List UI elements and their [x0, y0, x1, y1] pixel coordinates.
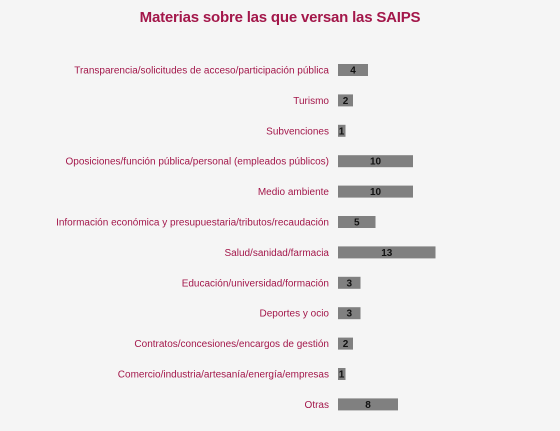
bar: [338, 124, 346, 137]
bar-value-label: 3: [346, 278, 352, 289]
category-label: Contratos/concesiones/encargos de gestió…: [134, 339, 329, 350]
category-label: Subvenciones: [266, 126, 329, 137]
bar-value-label: 3: [346, 309, 352, 320]
bar-value-label: 4: [350, 66, 356, 77]
bar: [338, 368, 346, 380]
bar-value-label: 2: [343, 339, 349, 350]
bar-value-label: 13: [381, 248, 393, 259]
category-label: Educación/universidad/formación: [182, 278, 329, 289]
category-label: Turismo: [293, 96, 329, 107]
bar: [338, 185, 413, 198]
category-label: Otras: [305, 400, 329, 411]
bar: [338, 64, 368, 76]
bar-value-label: 10: [370, 157, 382, 168]
bar: [338, 337, 353, 350]
bar-value-label: 10: [370, 187, 382, 198]
category-label: Transparencia/solicitudes de acceso/part…: [74, 66, 329, 77]
bar-value-label: 1: [339, 126, 345, 137]
category-label: Deportes y ocio: [260, 309, 330, 320]
bar-value-label: 1: [339, 370, 345, 381]
bar: [338, 155, 413, 168]
bar: [338, 276, 361, 289]
bar: [338, 94, 353, 107]
bar-value-label: 8: [365, 400, 371, 411]
bar: [338, 398, 398, 411]
category-label: Salud/sanidad/farmacia: [224, 248, 329, 259]
category-label: Información económica y presupuestaria/t…: [56, 218, 329, 229]
category-label: Comercio/industria/artesanía/energía/emp…: [118, 370, 329, 381]
bar: [338, 216, 376, 228]
bar-value-label: 2: [343, 96, 349, 107]
bar-value-label: 5: [354, 218, 360, 229]
bar: [338, 307, 361, 320]
chart-title: Materias sobre las que versan las SAIPS: [139, 9, 421, 26]
category-label: Oposiciones/función pública/personal (em…: [66, 157, 330, 168]
bar: [338, 246, 436, 259]
category-label: Medio ambiente: [258, 187, 330, 198]
